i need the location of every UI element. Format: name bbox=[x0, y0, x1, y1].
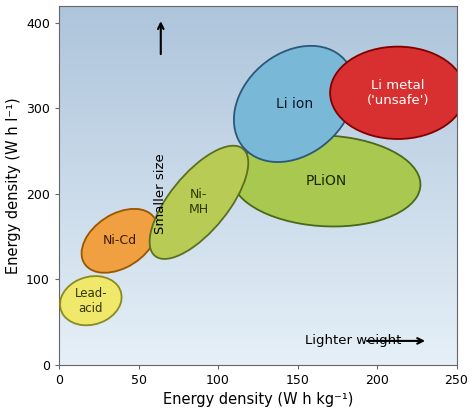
X-axis label: Energy density (W h kg⁻¹): Energy density (W h kg⁻¹) bbox=[163, 392, 353, 408]
Ellipse shape bbox=[232, 135, 420, 226]
Text: Lighter weight: Lighter weight bbox=[305, 335, 402, 347]
Ellipse shape bbox=[234, 46, 355, 162]
Text: Smaller size: Smaller size bbox=[154, 153, 167, 234]
Text: Ni-Cd: Ni-Cd bbox=[102, 234, 137, 247]
Text: Li ion: Li ion bbox=[276, 97, 313, 111]
Y-axis label: Energy density (W h l⁻¹): Energy density (W h l⁻¹) bbox=[6, 97, 20, 273]
Text: Ni-
MH: Ni- MH bbox=[189, 188, 209, 216]
Text: PLiON: PLiON bbox=[306, 174, 347, 188]
Ellipse shape bbox=[82, 209, 157, 273]
Text: Lead-
acid: Lead- acid bbox=[74, 287, 107, 315]
Ellipse shape bbox=[330, 47, 465, 139]
Ellipse shape bbox=[150, 146, 248, 259]
Ellipse shape bbox=[60, 276, 122, 325]
Text: Li metal
('unsafe'): Li metal ('unsafe') bbox=[366, 79, 429, 107]
